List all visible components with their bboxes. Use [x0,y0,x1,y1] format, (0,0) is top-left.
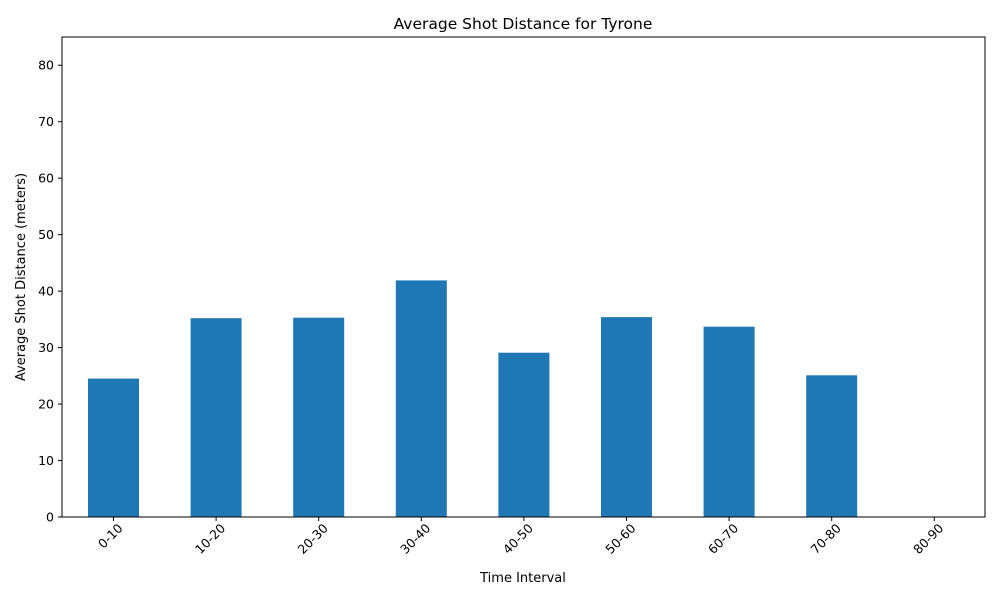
y-tick-label: 20 [38,397,54,412]
y-axis-label: Average Shot Distance (meters) [14,173,29,381]
x-tick-label-10-20: 10-20 [192,520,228,556]
x-tick-label-0-10: 0-10 [95,520,126,551]
x-axis-label: Time Interval [479,571,566,586]
y-axis: 0 10 20 30 40 50 60 70 80 [38,58,62,525]
y-tick-label: 10 [38,453,54,468]
bar-50-60 [601,317,652,517]
bar-0-10 [88,378,139,517]
x-axis: 0-10 10-20 20-30 30-40 40-50 50-60 60-70 70-80 8… [95,517,946,557]
bar-30-40 [395,280,447,517]
plot-frame [61,36,986,518]
chart-title: Average Shot Distance for Tyrone [394,15,653,33]
x-tick-label-20-30: 20-30 [295,520,331,556]
x-tick-label-50-60: 50-60 [602,520,638,556]
y-tick-label: 40 [38,284,54,299]
x-tick-label-40-50: 40-50 [500,520,536,556]
bar-10-20 [190,318,242,517]
x-tick-label-30-40: 30-40 [397,520,433,556]
bar-60-70 [703,326,755,517]
x-tick-label-60-70: 60-70 [705,520,741,556]
x-tick-label-70-80: 70-80 [808,520,844,556]
bar-20-30 [293,317,345,517]
x-tick-label-80-90: 80-90 [910,520,946,556]
y-tick-label: 50 [38,227,54,242]
bars-layer [88,280,858,517]
bar-70-80 [806,375,858,517]
y-tick-label: 70 [38,114,54,129]
y-tick-label: 80 [38,58,54,73]
y-tick-label: 0 [46,510,54,525]
bar-40-50 [498,352,550,517]
y-tick-label: 60 [38,171,54,186]
y-tick-label: 30 [38,340,54,355]
